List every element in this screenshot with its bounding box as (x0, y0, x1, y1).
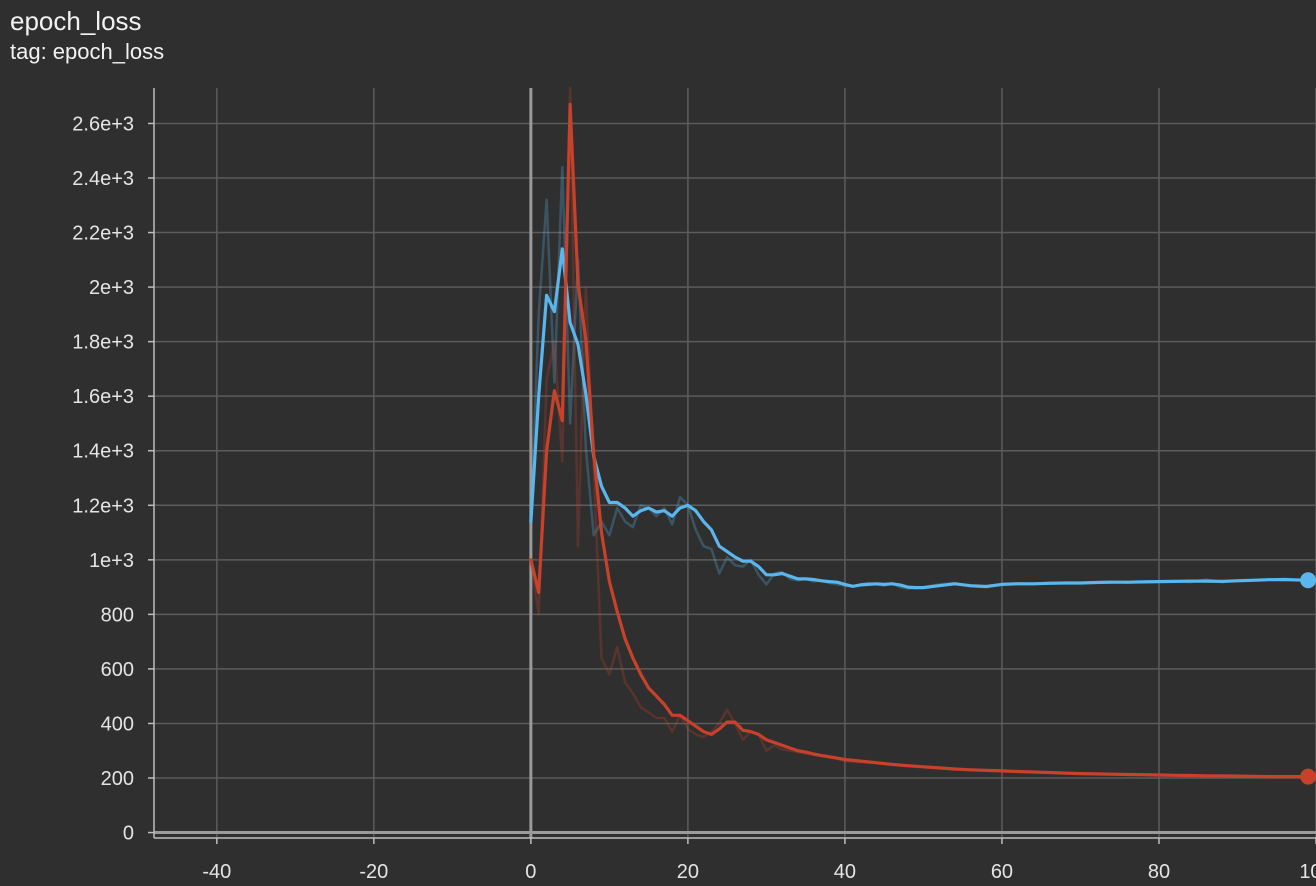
chart-title: epoch_loss (10, 6, 142, 36)
series-end-marker (1300, 768, 1316, 785)
chart-subtitle: tag: epoch_loss (10, 39, 165, 64)
y-tick-label: 400 (101, 713, 134, 735)
y-tick-label: 2e+3 (89, 277, 134, 299)
chart-series (529, 86, 1316, 785)
smoothed-series-line (529, 102, 1310, 779)
y-tick-label: 1.2e+3 (72, 495, 134, 517)
x-tick-label: 20 (677, 861, 699, 883)
raw-series-line (529, 86, 1310, 778)
series-end-marker (1300, 572, 1316, 589)
x-tick-label: 60 (991, 861, 1013, 883)
y-tick-label: 800 (101, 604, 134, 626)
chart-axes (148, 88, 1316, 844)
x-tick-label: 0 (525, 861, 536, 883)
x-tick-label: -40 (202, 861, 231, 883)
chart-tick-labels: -40 -20 0 20 40 60 80 100 0 200 400 600 800 1e+3 1.2e+… (72, 113, 1316, 883)
y-tick-label: 1e+3 (89, 550, 134, 572)
y-tick-label: 1.6e+3 (72, 386, 134, 408)
y-tick-label: 2.6e+3 (72, 113, 134, 135)
y-tick-label: 200 (101, 768, 134, 790)
x-tick-label: 40 (834, 861, 856, 883)
y-tick-label: 2.2e+3 (72, 223, 134, 245)
y-tick-label: 2.4e+3 (72, 168, 134, 190)
x-tick-label: -20 (359, 861, 388, 883)
raw-series-line (529, 165, 1310, 590)
smoothed-series-line (529, 247, 1310, 590)
y-tick-label: 1.4e+3 (72, 441, 134, 463)
x-tick-label: 80 (1148, 861, 1170, 883)
y-tick-label: 1.8e+3 (72, 332, 134, 354)
y-tick-label: 600 (101, 659, 134, 681)
y-tick-label: 0 (123, 823, 134, 845)
x-tick-label: 100 (1299, 861, 1316, 883)
